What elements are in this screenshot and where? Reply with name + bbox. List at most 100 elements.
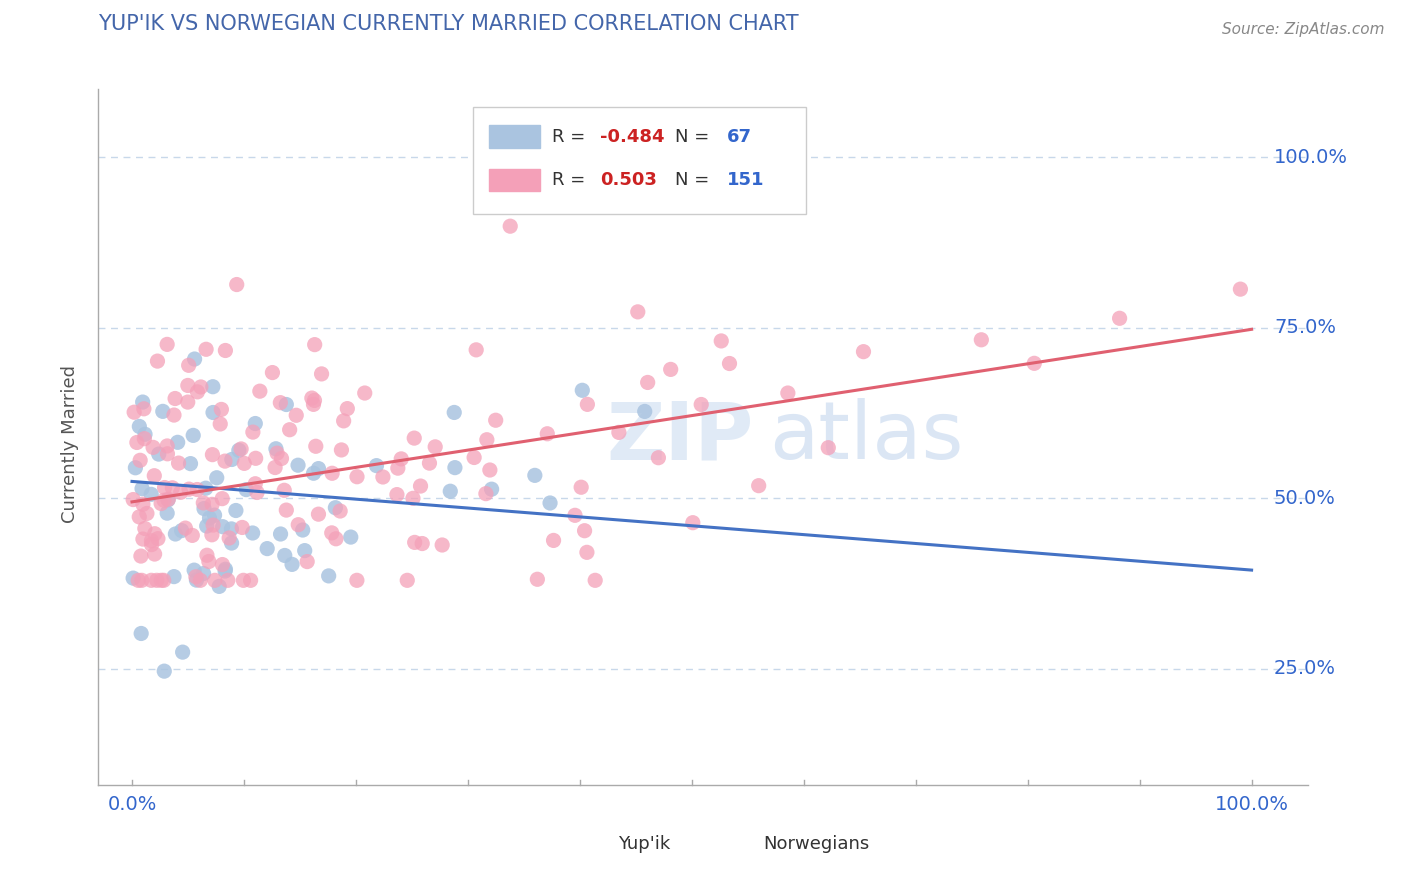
Point (193, 501, 215, 516)
Point (536, 426, 558, 441)
Point (478, 463, 501, 477)
Point (308, 507, 330, 521)
Point (748, 478, 770, 492)
Point (150, 574, 173, 588)
Point (273, 483, 295, 498)
Point (152, 404, 174, 418)
Point (129, 626, 152, 640)
Point (148, 447, 170, 461)
Point (157, 492, 180, 507)
Point (276, 503, 298, 517)
Point (183, 351, 205, 366)
Point (270, 451, 292, 466)
Point (167, 456, 190, 470)
Point (634, 404, 657, 418)
Point (177, 482, 200, 496)
Point (404, 535, 426, 549)
Point (339, 530, 361, 544)
Point (281, 558, 304, 572)
Point (131, 482, 153, 496)
Point (325, 500, 347, 515)
Point (1229, 282, 1251, 296)
Point (276, 397, 298, 411)
Point (564, 508, 586, 523)
Point (659, 362, 682, 376)
Point (266, 446, 288, 460)
Point (228, 443, 250, 458)
Text: YUP'IK VS NORWEGIAN CURRENTLY MARRIED CORRELATION CHART: YUP'IK VS NORWEGIAN CURRENTLY MARRIED CO… (98, 13, 799, 34)
Point (214, 343, 236, 358)
Point (218, 531, 240, 545)
Text: Norwegians: Norwegians (763, 835, 870, 853)
Point (134, 521, 156, 535)
Point (134, 432, 156, 446)
Point (325, 532, 347, 546)
Point (569, 480, 592, 494)
Text: N =: N = (675, 128, 716, 145)
Point (177, 378, 200, 392)
Point (411, 536, 433, 550)
Point (242, 425, 264, 439)
Point (637, 376, 659, 390)
Point (970, 333, 993, 347)
Text: -0.484: -0.484 (600, 128, 665, 145)
Point (128, 419, 150, 434)
Point (425, 440, 447, 454)
Point (156, 337, 179, 351)
Text: Source: ZipAtlas.com: Source: ZipAtlas.com (1222, 22, 1385, 37)
Point (366, 458, 388, 473)
Point (221, 522, 243, 536)
FancyBboxPatch shape (574, 835, 613, 853)
Point (195, 519, 218, 533)
FancyBboxPatch shape (489, 126, 540, 148)
Point (264, 442, 287, 456)
Point (346, 574, 368, 588)
Point (195, 548, 218, 562)
Point (270, 527, 292, 541)
Point (188, 574, 211, 588)
Point (481, 482, 503, 496)
Point (571, 384, 593, 398)
Point (330, 442, 353, 457)
Point (129, 453, 152, 467)
Point (409, 479, 432, 493)
Point (156, 447, 179, 461)
Point (186, 483, 208, 497)
Point (162, 481, 184, 495)
Point (141, 574, 163, 588)
Text: Yup'ik: Yup'ik (619, 835, 671, 853)
Point (321, 467, 343, 481)
Point (269, 395, 291, 409)
Point (233, 456, 256, 470)
Point (205, 471, 228, 485)
Point (308, 461, 330, 475)
Point (852, 344, 875, 359)
Point (150, 497, 173, 511)
Point (242, 526, 264, 541)
Point (225, 277, 247, 292)
Point (132, 401, 155, 416)
Point (439, 484, 461, 499)
Point (430, 538, 453, 552)
Point (181, 528, 204, 542)
Point (302, 397, 325, 411)
Point (538, 496, 561, 510)
Point (195, 343, 218, 357)
Point (177, 395, 200, 409)
Point (211, 558, 233, 572)
Text: 0.503: 0.503 (600, 170, 657, 188)
Point (170, 524, 193, 538)
Point (153, 493, 176, 508)
Point (371, 470, 394, 484)
Point (209, 417, 232, 431)
Point (201, 497, 224, 511)
Point (156, 506, 179, 520)
Point (336, 401, 359, 416)
Point (135, 507, 157, 521)
Point (682, 516, 704, 530)
Point (221, 452, 243, 467)
Point (134, 427, 156, 442)
Point (179, 457, 201, 471)
Point (225, 503, 247, 517)
Point (294, 543, 316, 558)
